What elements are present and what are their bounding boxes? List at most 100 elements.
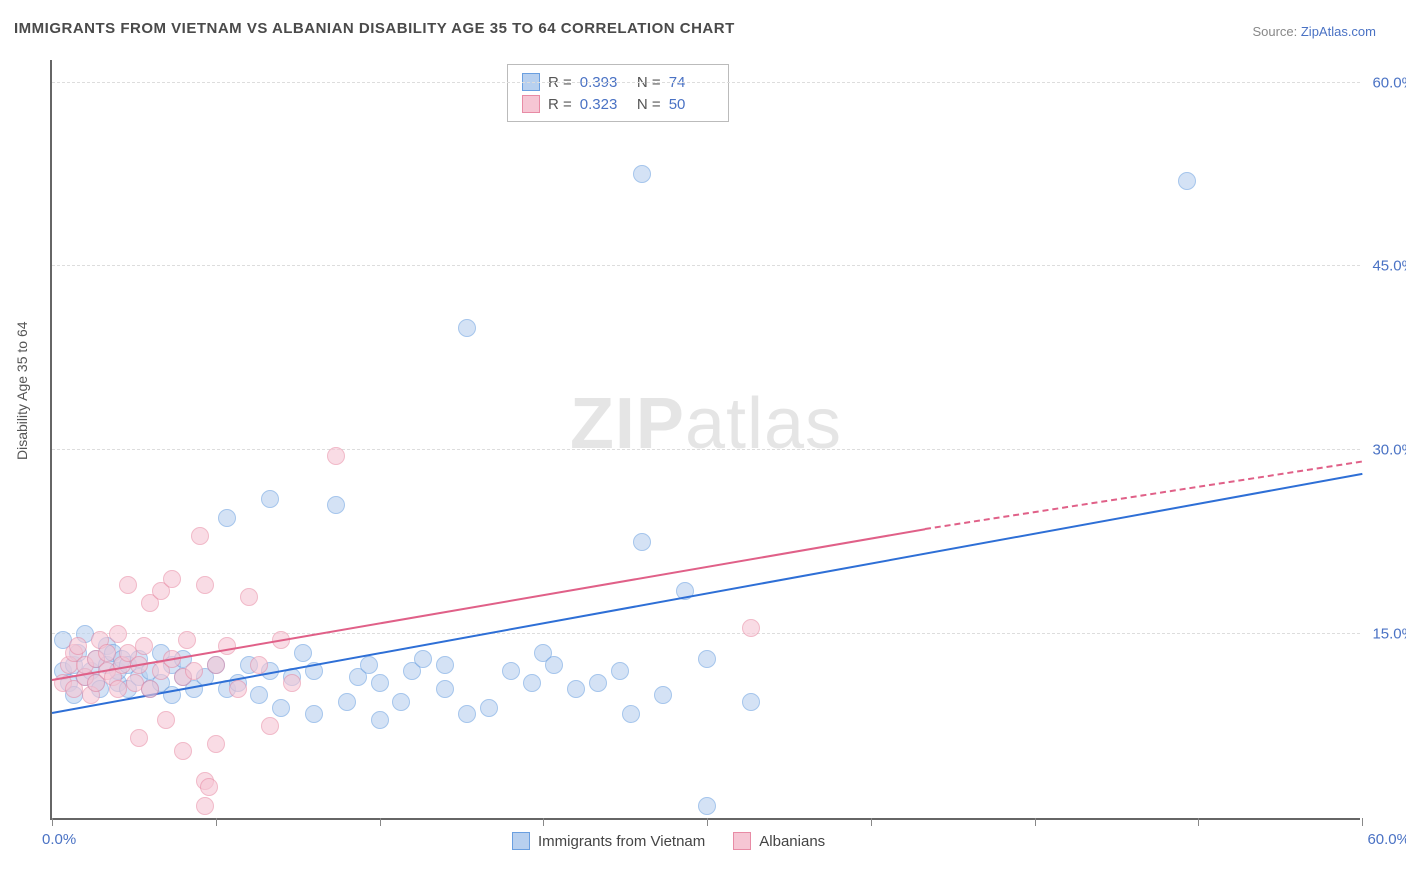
- data-point: [633, 165, 651, 183]
- data-point: [109, 680, 127, 698]
- stats-row-series-1: R = 0.323 N = 50: [522, 93, 714, 115]
- data-point: [185, 662, 203, 680]
- data-point: [174, 742, 192, 760]
- data-point: [141, 680, 159, 698]
- legend-label: Immigrants from Vietnam: [538, 833, 705, 850]
- data-point: [191, 527, 209, 545]
- data-point: [436, 656, 454, 674]
- data-point: [698, 797, 716, 815]
- data-point: [283, 674, 301, 692]
- legend-label: Albanians: [759, 833, 825, 850]
- data-point: [327, 447, 345, 465]
- n-label: N =: [633, 96, 661, 113]
- data-point: [109, 625, 127, 643]
- data-point: [207, 656, 225, 674]
- data-point: [545, 656, 563, 674]
- data-point: [218, 509, 236, 527]
- trend-line-dashed: [925, 461, 1362, 530]
- legend-swatch: [733, 832, 751, 850]
- data-point: [196, 797, 214, 815]
- y-tick-label: 30.0%: [1372, 442, 1406, 459]
- r-label: R =: [548, 96, 572, 113]
- series-legend: Immigrants from Vietnam Albanians: [512, 832, 825, 850]
- scatter-plot-area: ZIPatlas R = 0.393 N = 74 R = 0.323 N = …: [50, 60, 1360, 820]
- chart-title: IMMIGRANTS FROM VIETNAM VS ALBANIAN DISA…: [14, 20, 735, 37]
- data-point: [371, 674, 389, 692]
- x-tick: [52, 818, 53, 826]
- data-point: [633, 533, 651, 551]
- data-point: [240, 588, 258, 606]
- data-point: [218, 637, 236, 655]
- data-point: [261, 717, 279, 735]
- source-link[interactable]: ZipAtlas.com: [1301, 24, 1376, 39]
- legend-item: Albanians: [733, 832, 825, 850]
- data-point: [458, 319, 476, 337]
- gridline-h: [52, 633, 1360, 634]
- data-point: [458, 705, 476, 723]
- watermark-zip: ZIP: [570, 384, 685, 464]
- source-attribution: Source: ZipAtlas.com: [1252, 24, 1376, 39]
- data-point: [207, 735, 225, 753]
- y-tick-label: 15.0%: [1372, 626, 1406, 643]
- r-value-1: 0.323: [580, 96, 625, 113]
- data-point: [742, 619, 760, 637]
- watermark: ZIPatlas: [570, 383, 842, 465]
- y-tick-label: 60.0%: [1372, 74, 1406, 91]
- legend-swatch: [512, 832, 530, 850]
- x-tick: [1362, 818, 1363, 826]
- legend-item: Immigrants from Vietnam: [512, 832, 705, 850]
- data-point: [305, 705, 323, 723]
- data-point: [196, 576, 214, 594]
- x-tick: [1035, 818, 1036, 826]
- gridline-h: [52, 449, 1360, 450]
- data-point: [523, 674, 541, 692]
- data-point: [567, 680, 585, 698]
- data-point: [698, 650, 716, 668]
- data-point: [414, 650, 432, 668]
- data-point: [98, 644, 116, 662]
- x-tick: [707, 818, 708, 826]
- data-point: [327, 496, 345, 514]
- data-point: [250, 686, 268, 704]
- data-point: [163, 570, 181, 588]
- data-point: [229, 680, 247, 698]
- gridline-h: [52, 265, 1360, 266]
- y-tick-label: 45.0%: [1372, 258, 1406, 275]
- data-point: [200, 778, 218, 796]
- y-axis-label: Disability Age 35 to 64: [14, 321, 30, 460]
- data-point: [742, 693, 760, 711]
- data-point: [622, 705, 640, 723]
- x-axis-min-label: 0.0%: [42, 831, 76, 848]
- correlation-stats-box: R = 0.393 N = 74 R = 0.323 N = 50: [507, 64, 729, 122]
- data-point: [294, 644, 312, 662]
- gridline-h: [52, 82, 1360, 83]
- x-tick: [380, 818, 381, 826]
- x-tick: [871, 818, 872, 826]
- data-point: [130, 729, 148, 747]
- data-point: [250, 656, 268, 674]
- data-point: [272, 699, 290, 717]
- data-point: [69, 637, 87, 655]
- data-point: [178, 631, 196, 649]
- data-point: [261, 490, 279, 508]
- data-point: [135, 637, 153, 655]
- data-point: [1178, 172, 1196, 190]
- data-point: [502, 662, 520, 680]
- data-point: [371, 711, 389, 729]
- data-point: [654, 686, 672, 704]
- x-tick: [216, 818, 217, 826]
- trend-line: [52, 528, 926, 681]
- x-tick: [1198, 818, 1199, 826]
- data-point: [338, 693, 356, 711]
- swatch-series-1: [522, 95, 540, 113]
- data-point: [392, 693, 410, 711]
- data-point: [157, 711, 175, 729]
- watermark-atlas: atlas: [685, 384, 842, 464]
- x-tick: [543, 818, 544, 826]
- data-point: [589, 674, 607, 692]
- data-point: [480, 699, 498, 717]
- data-point: [436, 680, 454, 698]
- source-prefix: Source:: [1252, 24, 1300, 39]
- data-point: [360, 656, 378, 674]
- x-axis-max-label: 60.0%: [1367, 831, 1406, 848]
